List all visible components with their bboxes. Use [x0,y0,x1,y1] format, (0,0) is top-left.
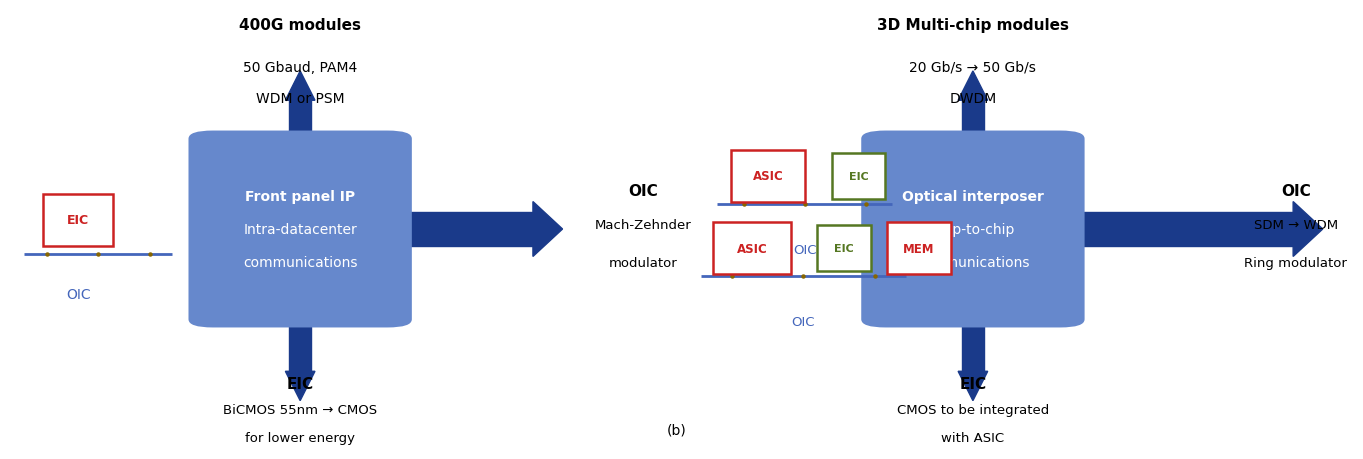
FancyBboxPatch shape [887,223,951,274]
Polygon shape [962,319,984,371]
Polygon shape [387,213,533,246]
Polygon shape [1293,202,1322,257]
Text: Optical interposer: Optical interposer [902,190,1044,204]
Text: (b): (b) [667,423,687,437]
Polygon shape [289,319,311,371]
Text: MEM: MEM [904,242,935,255]
Text: 50 Gbaud, PAM4: 50 Gbaud, PAM4 [243,61,357,74]
Text: CMOS to be integrated: CMOS to be integrated [897,403,1050,416]
Polygon shape [533,202,563,257]
Text: OIC: OIC [628,184,658,199]
Text: ASIC: ASIC [752,170,784,183]
Polygon shape [289,101,311,140]
Text: EIC: EIC [286,376,313,391]
Text: 3D Multi-chip modules: 3D Multi-chip modules [876,18,1069,33]
FancyBboxPatch shape [44,195,113,246]
FancyBboxPatch shape [188,131,412,328]
Text: Chip-to-chip: Chip-to-chip [931,223,1015,236]
Text: OIC: OIC [1281,184,1311,199]
Text: WDM or PSM: WDM or PSM [256,92,345,106]
Text: SDM → WDM: SDM → WDM [1254,218,1338,231]
Text: modulator: modulator [609,257,677,270]
Polygon shape [285,371,315,401]
Text: EIC: EIC [960,376,987,391]
Text: EIC: EIC [834,244,853,254]
Text: BiCMOS 55nm → CMOS: BiCMOS 55nm → CMOS [224,403,378,416]
Text: OIC: OIC [792,315,815,328]
Text: EIC: EIC [849,172,868,181]
Text: OIC: OIC [65,288,90,302]
Text: Mach-Zehnder: Mach-Zehnder [594,218,691,231]
Text: Intra-datacenter: Intra-datacenter [244,223,357,236]
FancyBboxPatch shape [816,226,871,271]
FancyBboxPatch shape [732,151,806,202]
Text: for lower energy: for lower energy [245,431,356,444]
Polygon shape [1060,213,1293,246]
Text: with ASIC: with ASIC [942,431,1005,444]
Text: ASIC: ASIC [737,242,767,255]
Polygon shape [285,72,315,101]
Text: 400G modules: 400G modules [239,18,361,33]
Text: communications: communications [916,255,1030,269]
Text: OIC: OIC [793,243,816,256]
Text: EIC: EIC [67,214,89,227]
FancyBboxPatch shape [831,154,886,199]
Polygon shape [958,371,988,401]
Text: 20 Gb/s → 50 Gb/s: 20 Gb/s → 50 Gb/s [909,61,1036,74]
Text: Ring modulator: Ring modulator [1244,257,1347,270]
Polygon shape [958,72,988,101]
Text: DWDM: DWDM [949,92,996,106]
Polygon shape [962,101,984,140]
Text: Front panel IP: Front panel IP [245,190,356,204]
Text: communications: communications [243,255,357,269]
FancyBboxPatch shape [861,131,1085,328]
FancyBboxPatch shape [713,223,792,274]
